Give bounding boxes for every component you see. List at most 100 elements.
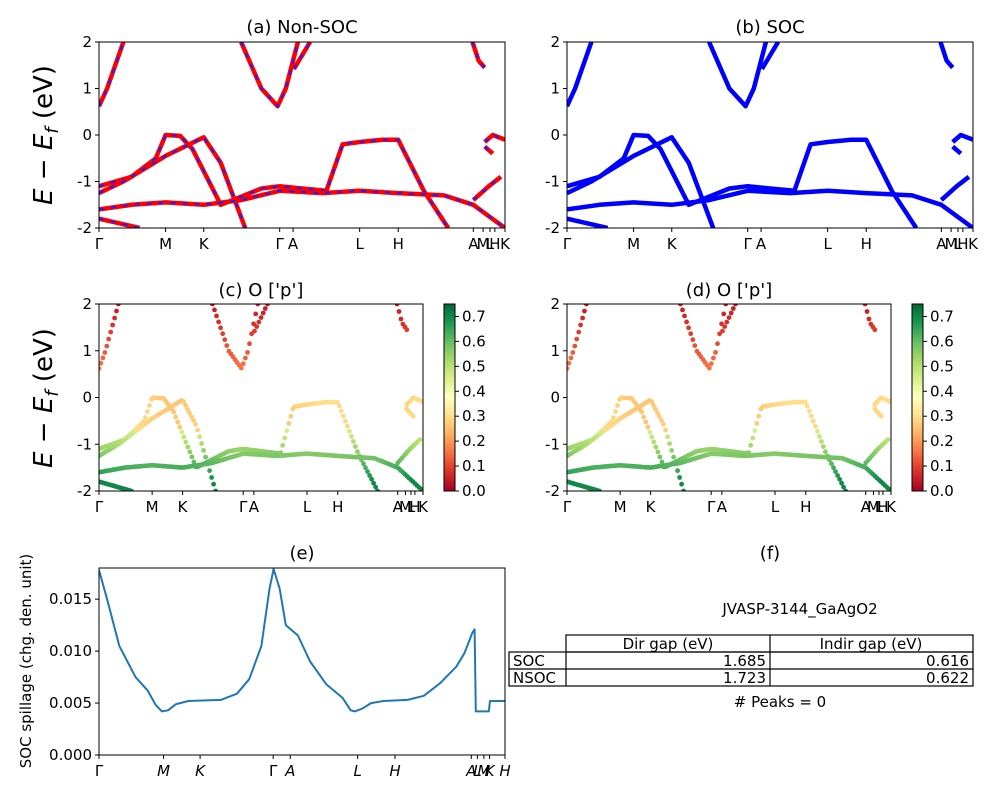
panel-c-xtick-label: A [393,498,404,516]
panel-c-scatter-point [410,413,416,419]
table-row-soc-dir: 1.685 [723,652,766,670]
panel-d-scatter-point [659,459,665,465]
panel-c-scatter-point [349,434,354,439]
panel-d-scatter-point [750,435,756,441]
panel-d-scatter-point [808,413,814,419]
panel-c-scatter-point [420,488,423,491]
panel-d-scatter-point [719,321,724,327]
panel-a-xtick-label: Γ [95,235,104,253]
band-line-soc [707,42,769,109]
panel-d-scatter-point [708,361,714,367]
colorbar-d: 0.0 0.1 0.2 0.3 0.4 0.5 0.6 0.7 [911,303,954,500]
band-line-nonsoc [471,175,503,202]
panel-d-scatter-point [692,343,698,348]
table-row-soc-label: SOC [513,652,545,670]
panel-c-scatter-point [353,444,358,449]
panel-c-scatter-point [181,399,186,404]
panel-c-scatter-point [175,419,181,425]
table-row-nsoc-indir: 0.622 [926,669,969,687]
band-line-soc [939,175,971,202]
panel-c-scatter-point [398,316,404,322]
colorbar-c-tick-label: 0.2 [462,432,486,450]
panel-e-title: (e) [289,543,314,564]
panel-c-scatter-point [177,424,183,430]
panel-c-scatter-point [253,311,259,317]
gap-table: JVASP-3144_GaAgO2 Dir gap (eV) Indir gap… [508,600,974,711]
panel-c-scatter-point [191,459,197,465]
panel-c-scatter-point [252,328,257,334]
panel-d-scatter-point [615,403,620,408]
panel-d-scatter-point [815,429,820,434]
panel-c-scatter-point [254,324,260,329]
panel-c-scatter-point [222,337,228,343]
panel-e-ytick-label: 0.005 [49,694,92,712]
panel-c-scatter-point [218,325,224,331]
panel-c-ytick-label: 0 [82,389,92,407]
band-line-nonsoc-dash [293,42,311,70]
band-line-soc [567,132,919,228]
panel-d-scatter-point [661,421,666,427]
panel-d-scatter-point [651,439,657,445]
panel-d-scatter-point [669,448,674,453]
panel-c-scatter-point [99,366,102,371]
panel-d-scatter-point [730,306,736,311]
panel-c-scatter-point [256,319,262,325]
panel-b-xtick-label: H [957,235,968,253]
panel-c-scatter-point [189,454,195,460]
panel-b-xtick-label: H [861,235,872,253]
panel-d-scatter-point [823,449,828,455]
panel-a-xtick-label: H [393,235,404,253]
panel-c-scatter-point [199,441,205,446]
panel-c-scatter-point [262,306,268,311]
panel-d-scatter-point [722,324,728,329]
panel-d-xtick-label: L [771,498,780,516]
panel-e-xtick-label: L [473,762,481,780]
peaks-count: # Peaks = 0 [734,693,826,711]
spillage-line [99,568,505,713]
band-line-soc [951,132,973,144]
panel-d-scatter-point [649,434,655,440]
panel-c-scatter-point [187,449,193,455]
panel-c-scatter-point [245,350,250,355]
panel-d-scatter-point [720,328,725,334]
panel-d-scatter-point [679,481,684,487]
panel-b-xtick-label: M [627,235,640,253]
panel-d-scatter-point [597,488,602,491]
band-line-nonsoc [99,42,126,108]
panel-d-scatter-point [713,350,718,355]
panel-c-scatter-point [209,475,215,480]
panel-d-scatter-point [821,444,826,449]
panel-d-scatter-point [835,473,840,478]
panel-c-scatter-point [247,341,252,347]
panel-d-xtick-label: H [877,498,888,516]
panel-c-scatter-point [345,423,350,429]
panel-d-scatter-point [843,488,848,491]
band-line-nonsoc-dash [484,133,505,143]
panel-b-frame [566,41,974,229]
band-line-nonsoc-dash [99,42,125,107]
panel-e-ytick-label: 0.000 [49,746,92,764]
panel-e-xtick-label: K [485,762,496,780]
panel-d-scatter-point [671,454,676,460]
table-header-dir: Dir gap (eV) [623,635,714,653]
panel-c-scatter-point [195,427,200,433]
panel-c-scatter-point [201,448,207,453]
panel-a-xtick-label: K [199,235,210,253]
panel-c-scatter-point [282,435,288,441]
panel-a-xtick-label: L [486,235,495,253]
panel-c-scatter-point [214,313,219,319]
panel-d-scatter-point [653,444,659,450]
panel-d-scatter-point [576,329,582,335]
band-line-soc [759,42,781,71]
band-line-soc [567,188,973,228]
panel-e-xtick-label: K [195,762,206,780]
panel-d-scatter-point [831,465,836,471]
panel-c-scatter-point [340,413,346,419]
panel-c-scatter-point [251,321,256,327]
panel-c-scatter-point [210,304,215,307]
panel-c-scatter-point [417,437,423,442]
panel-c-scatter-point [189,414,194,420]
panel-a-ytick-label: 0 [82,126,92,144]
ylabel-spillage: SOC spillage (chg. den. unit) [17,554,35,769]
panel-d-xtick-label: M [867,498,880,516]
